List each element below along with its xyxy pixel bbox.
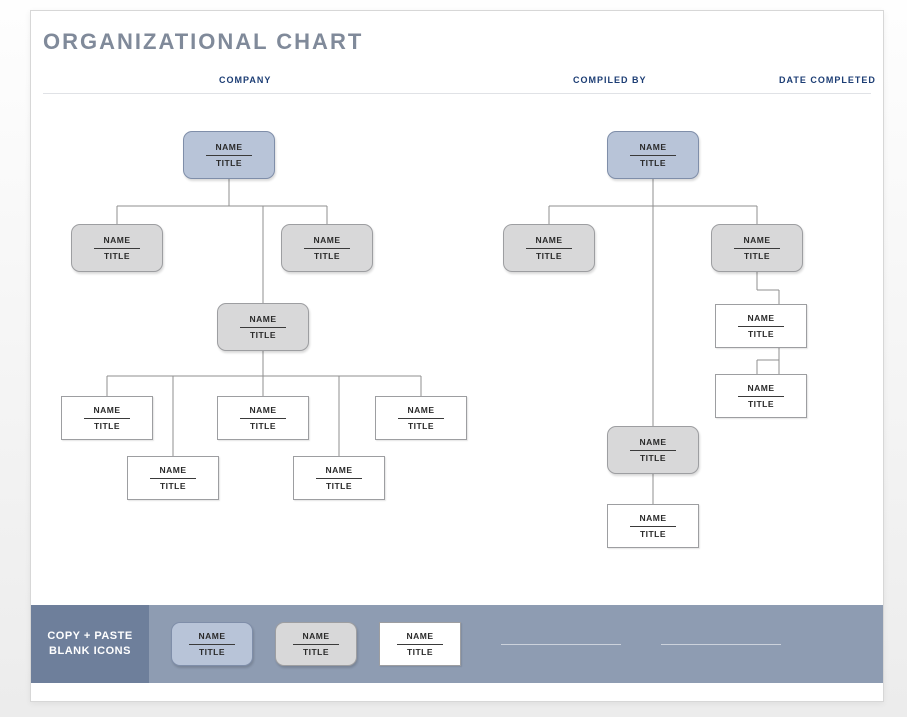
org-node-R_b1[interactable]: NAME TITLE [715,304,807,348]
node-separator [240,418,286,419]
node-title-label: TITLE [640,530,666,539]
node-title-label: TITLE [94,422,120,431]
org-node-R_bot[interactable]: NAME TITLE [607,504,699,548]
node-separator [526,248,572,249]
node-separator [84,418,130,419]
node-title-label: TITLE [250,422,276,431]
decorative-line-2 [661,644,781,645]
node-title-label: TITLE [104,252,130,261]
org-node-R_top[interactable]: NAME TITLE [607,131,699,179]
org-node-R_a[interactable]: NAME TITLE [503,224,595,272]
org-node-L_b[interactable]: NAME TITLE [281,224,373,272]
sample-head: NAMETITLE [171,622,253,666]
org-chart-area: NAMETITLENAMETITLENAMETITLENAMETITLENAME… [31,106,883,556]
node-separator [398,418,444,419]
node-separator [630,450,676,451]
org-node-L_c1[interactable]: NAME TITLE [61,396,153,440]
footer-label-line1: COPY + PASTE [47,629,132,644]
field-company-label: COMPANY [219,75,271,85]
node-title-label: TITLE [250,331,276,340]
footer-bar: COPY + PASTE BLANK ICONS NAMETITLE NAMET… [31,605,883,683]
footer-label-line2: BLANK ICONS [49,644,131,659]
node-name-label: NAME [535,236,562,245]
node-title-label: TITLE [744,252,770,261]
node-title-label: TITLE [748,330,774,339]
node-separator [734,248,780,249]
org-node-L_c2[interactable]: NAME TITLE [217,396,309,440]
node-separator [150,478,196,479]
sample-leaf-box[interactable]: NAMETITLE [379,622,461,666]
node-title-label: TITLE [408,422,434,431]
node-name-label: NAME [639,514,666,523]
node-separator [304,248,350,249]
node-title-label: TITLE [536,252,562,261]
node-separator [94,248,140,249]
org-node-L_c4[interactable]: NAME TITLE [127,456,219,500]
node-name-label: NAME [93,406,120,415]
node-name-label: NAME [639,143,666,152]
sample-head-box[interactable]: NAMETITLE [171,622,253,666]
footer-label: COPY + PASTE BLANK ICONS [31,605,149,683]
sample-leaf: NAMETITLE [379,622,461,666]
org-node-L_c5[interactable]: NAME TITLE [293,456,385,500]
node-title-label: TITLE [326,482,352,491]
org-node-L_mid[interactable]: NAME TITLE [217,303,309,351]
node-name-label: NAME [249,406,276,415]
node-name-label: NAME [747,384,774,393]
field-compiled-label: COMPILED BY [573,75,647,85]
node-name-label: NAME [313,236,340,245]
node-title-label: TITLE [160,482,186,491]
org-node-L_a[interactable]: NAME TITLE [71,224,163,272]
header-rule [43,93,871,94]
node-separator [206,155,252,156]
node-title-label: TITLE [314,252,340,261]
field-date-label: DATE COMPLETED [779,75,876,85]
org-node-L_c3[interactable]: NAME TITLE [375,396,467,440]
org-node-R_b[interactable]: NAME TITLE [711,224,803,272]
node-name-label: NAME [747,314,774,323]
org-node-L_top[interactable]: NAME TITLE [183,131,275,179]
org-node-R_b2[interactable]: NAME TITLE [715,374,807,418]
node-name-label: NAME [407,406,434,415]
node-separator [630,526,676,527]
node-name-label: NAME [159,466,186,475]
node-name-label: NAME [639,438,666,447]
node-name-label: NAME [215,143,242,152]
org-node-R_mid[interactable]: NAME TITLE [607,426,699,474]
page-title: ORGANIZATIONAL CHART [43,29,363,55]
node-separator [738,326,784,327]
template-page: ORGANIZATIONAL CHART COMPANY COMPILED BY… [30,10,884,702]
sample-lead-box[interactable]: NAMETITLE [275,622,357,666]
node-name-label: NAME [249,315,276,324]
node-separator [316,478,362,479]
node-title-label: TITLE [640,159,666,168]
node-name-label: NAME [103,236,130,245]
decorative-line-1 [501,644,621,645]
node-separator [738,396,784,397]
node-name-label: NAME [743,236,770,245]
node-title-label: TITLE [748,400,774,409]
sample-lead: NAMETITLE [275,622,357,666]
node-separator [240,327,286,328]
node-separator [630,155,676,156]
node-title-label: TITLE [216,159,242,168]
node-name-label: NAME [325,466,352,475]
node-title-label: TITLE [640,454,666,463]
